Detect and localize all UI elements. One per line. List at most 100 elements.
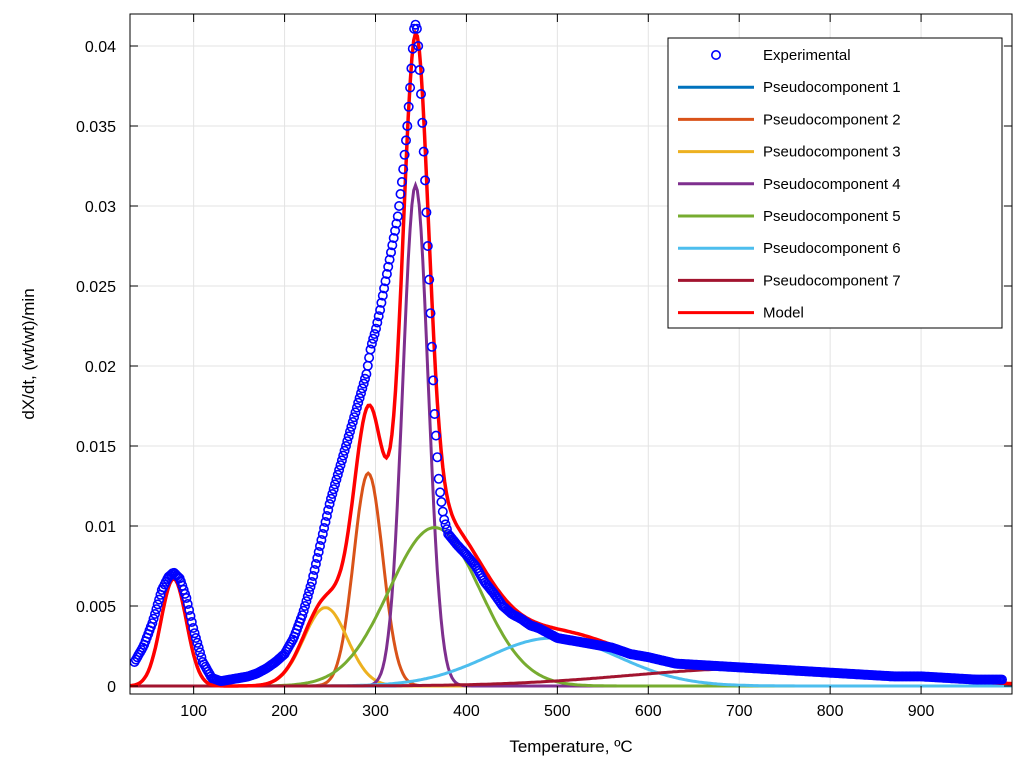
x-tick-label: 200 [271,703,298,720]
experimental-point [320,516,331,527]
experimental-point [192,637,203,648]
experimental-point [380,276,391,287]
experimental-point [372,317,383,328]
x-tick-label: 900 [908,703,935,720]
experimental-point [317,528,328,539]
experimental-point [415,89,426,100]
experimental-point [316,534,327,545]
legend-label: Pseudocomponent 6 [763,240,901,257]
experimental-point [996,674,1007,685]
experimental-point [388,233,399,244]
experimental-point [301,596,312,607]
experimental-point [190,632,201,643]
experimental-point [439,514,450,525]
experimental-point [424,274,435,285]
experimental-point [359,373,370,384]
experimental-point [354,392,365,403]
experimental-point [313,546,324,557]
experimental-point [433,473,444,484]
experimental-point [400,135,411,146]
experimental-point [334,464,345,475]
experimental-point [327,488,338,499]
experimental-point [302,591,313,602]
experimental-point [304,586,315,597]
x-tick-label: 400 [453,703,480,720]
x-axis-title: Temperature, ºC [509,737,632,756]
experimental-point [369,328,380,339]
legend: Experimental Pseudocomponent 1 Pseudocompo… [667,37,1003,329]
experimental-point [336,455,347,466]
legend-label: Experimental [763,47,851,64]
experimental-point [193,642,204,653]
experimental-point [314,540,325,551]
x-tick-label: 100 [180,703,207,720]
experimental-point [338,450,349,461]
y-tick-label: 0.015 [76,439,116,456]
experimental-point [414,65,425,76]
experimental-point [375,304,386,315]
experimental-point [188,622,199,633]
experimental-point [154,594,165,605]
experimental-point [148,613,159,624]
y-axis-title: dX/dt, (wt/wt)/min [19,288,38,419]
experimental-point [395,189,406,200]
experimental-point [150,608,161,619]
experimental-point [358,378,369,389]
experimental-point [347,416,358,427]
y-tick-label: 0 [107,679,116,696]
experimental-point [357,383,368,394]
experimental-point [390,225,401,236]
experimental-point [298,605,309,616]
experimental-point [396,177,407,188]
x-tick-label: 500 [544,703,571,720]
experimental-point [312,552,323,563]
experimental-point [432,452,443,463]
experimental-point [398,164,409,175]
experimental-point [379,283,390,294]
experimental-point [189,628,200,639]
experimental-point [407,43,418,54]
experimental-point [440,519,451,530]
experimental-point [405,82,416,93]
experimental-point [299,600,310,611]
experimental-point [370,323,381,334]
experimental-point [185,610,196,621]
experimental-point [308,570,319,581]
plot-frame [129,13,1013,695]
experimental-point [182,598,193,609]
experimental-point [402,121,413,132]
experimental-point [392,211,403,222]
experimental-point [186,616,197,627]
y-tick-label: 0.005 [76,599,116,616]
experimental-point [332,469,343,480]
x-tick-label: 700 [726,703,753,720]
experimental-point [329,479,340,490]
experimental-point [351,402,362,413]
experimental-point [387,240,398,251]
y-tick-label: 0.03 [85,199,116,216]
experimental-point [343,431,354,442]
experimental-point [383,261,394,272]
experimental-point [417,117,428,128]
experimental-point [365,344,376,355]
experimental-point [328,484,339,495]
experimental-point [297,610,308,621]
experimental-point [381,268,392,279]
experimental-point [429,408,440,419]
experimental-point [413,40,424,51]
experimental-point [340,440,351,451]
experimental-point [346,421,357,432]
experimental-point [306,576,317,587]
experimental-point [377,290,388,301]
experimental-point [323,504,334,515]
experimental-point [421,207,432,218]
experimental-point [152,599,163,610]
experimental-point [441,524,452,535]
experimental-point [195,647,206,658]
experimental-point [350,407,361,418]
experimental-point [366,338,377,349]
experimental-point [425,308,436,319]
experimental-point [342,436,353,447]
experimental-point [368,333,379,344]
